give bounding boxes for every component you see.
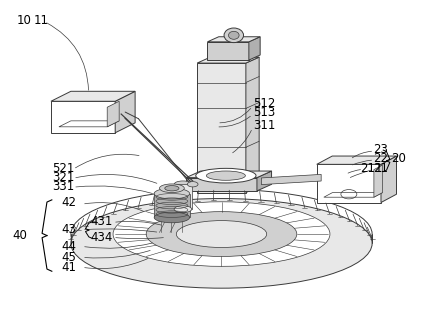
Text: 23: 23 (373, 143, 388, 156)
Ellipse shape (71, 199, 372, 288)
Text: 321: 321 (52, 171, 75, 184)
Ellipse shape (154, 188, 190, 199)
Polygon shape (51, 101, 115, 133)
Polygon shape (207, 42, 249, 60)
Text: 43: 43 (61, 222, 76, 236)
Ellipse shape (159, 184, 184, 193)
Ellipse shape (196, 168, 256, 183)
Polygon shape (261, 174, 321, 185)
Polygon shape (59, 121, 119, 127)
Polygon shape (107, 101, 119, 127)
Ellipse shape (174, 206, 192, 212)
Ellipse shape (146, 212, 297, 256)
Polygon shape (317, 164, 381, 203)
Polygon shape (154, 194, 190, 217)
Polygon shape (71, 234, 372, 243)
Polygon shape (115, 91, 135, 133)
Polygon shape (186, 178, 257, 191)
Text: 20: 20 (391, 152, 406, 165)
Polygon shape (381, 156, 396, 203)
Ellipse shape (174, 181, 192, 188)
Text: 21: 21 (373, 162, 388, 175)
Ellipse shape (176, 220, 267, 248)
Polygon shape (207, 37, 260, 42)
Text: 431: 431 (91, 215, 113, 228)
Ellipse shape (71, 189, 372, 279)
Polygon shape (197, 63, 246, 193)
Text: 211: 211 (360, 162, 382, 175)
Ellipse shape (224, 28, 244, 42)
Ellipse shape (154, 212, 190, 223)
Text: 513: 513 (253, 106, 276, 119)
Text: 331: 331 (52, 180, 74, 193)
Text: 40: 40 (12, 228, 27, 242)
Polygon shape (51, 91, 135, 101)
Text: 11: 11 (33, 14, 48, 27)
Text: 45: 45 (61, 251, 76, 264)
Polygon shape (317, 156, 396, 164)
Ellipse shape (113, 202, 330, 266)
Polygon shape (257, 171, 272, 191)
Ellipse shape (229, 31, 239, 39)
Polygon shape (246, 57, 259, 193)
Text: 42: 42 (61, 196, 76, 209)
Text: 434: 434 (91, 231, 113, 244)
Text: 512: 512 (253, 97, 276, 110)
Polygon shape (197, 57, 259, 63)
Text: 521: 521 (52, 162, 75, 175)
Polygon shape (249, 37, 260, 60)
Polygon shape (186, 171, 272, 178)
Text: 10: 10 (17, 14, 32, 27)
Ellipse shape (187, 182, 198, 187)
Polygon shape (174, 184, 192, 209)
Polygon shape (374, 165, 382, 197)
Text: 311: 311 (253, 119, 276, 132)
Polygon shape (324, 193, 382, 197)
Ellipse shape (206, 171, 245, 180)
Text: 22: 22 (373, 152, 388, 165)
Ellipse shape (165, 186, 179, 191)
Text: 41: 41 (61, 261, 76, 274)
Text: 44: 44 (61, 240, 76, 253)
